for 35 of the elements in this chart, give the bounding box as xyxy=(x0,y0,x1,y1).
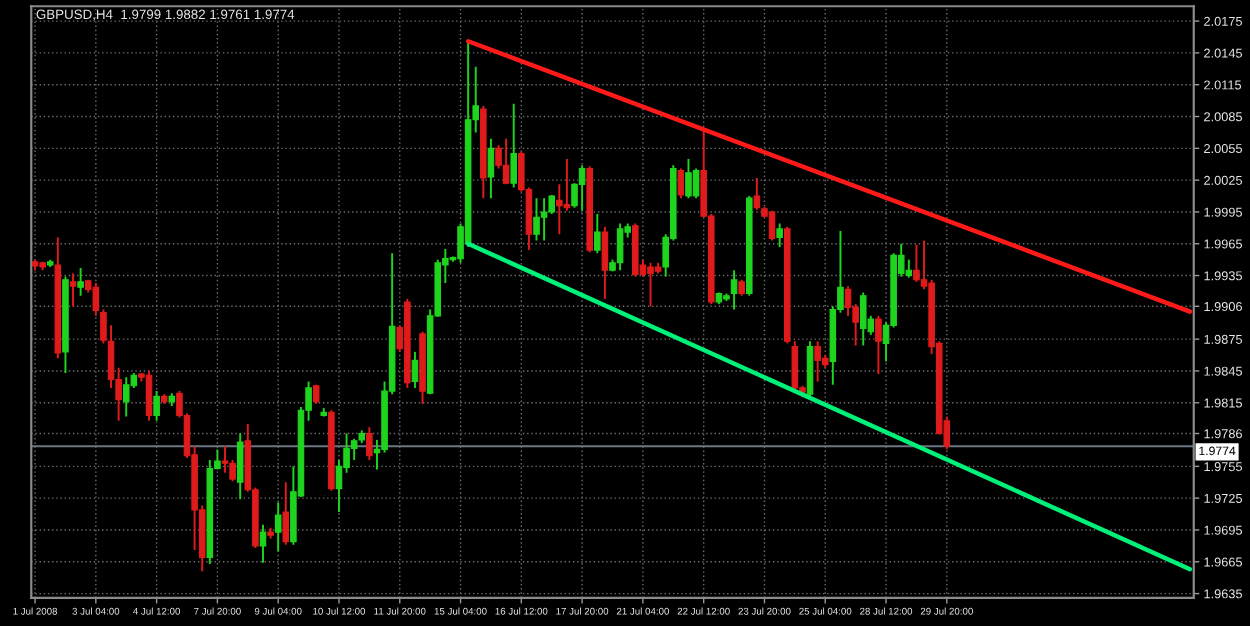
candlestick xyxy=(844,285,852,317)
candlestick xyxy=(221,445,229,474)
candlestick xyxy=(122,376,130,418)
candlestick xyxy=(814,340,821,383)
candlestick xyxy=(692,167,700,200)
candlestick xyxy=(875,314,882,376)
candlestick xyxy=(685,157,692,200)
candlestick xyxy=(259,523,267,564)
candlestick xyxy=(601,225,609,300)
candlestick xyxy=(594,213,601,255)
candlestick xyxy=(768,209,776,242)
candlestick xyxy=(540,197,548,242)
candlestick xyxy=(806,340,814,399)
candlestick xyxy=(753,177,761,211)
candlestick xyxy=(913,243,920,283)
candlestick xyxy=(145,369,153,422)
candlestick xyxy=(69,272,77,308)
candlestick xyxy=(859,291,867,347)
candlestick xyxy=(578,164,586,212)
candlestick xyxy=(647,261,654,308)
candlestick xyxy=(282,481,290,546)
candlestick xyxy=(776,222,783,248)
candlestick xyxy=(366,426,373,461)
candlestick xyxy=(730,269,738,311)
candlestick xyxy=(487,137,495,200)
candlestick xyxy=(236,432,244,501)
candlestick xyxy=(77,267,84,297)
candlestick xyxy=(274,501,282,553)
candlestick xyxy=(411,350,419,389)
candlestick xyxy=(616,222,624,272)
candlestick xyxy=(502,137,510,186)
candlestick xyxy=(533,197,540,242)
candlestick xyxy=(153,390,160,422)
candlestick xyxy=(677,167,685,200)
candlestick xyxy=(510,102,518,189)
